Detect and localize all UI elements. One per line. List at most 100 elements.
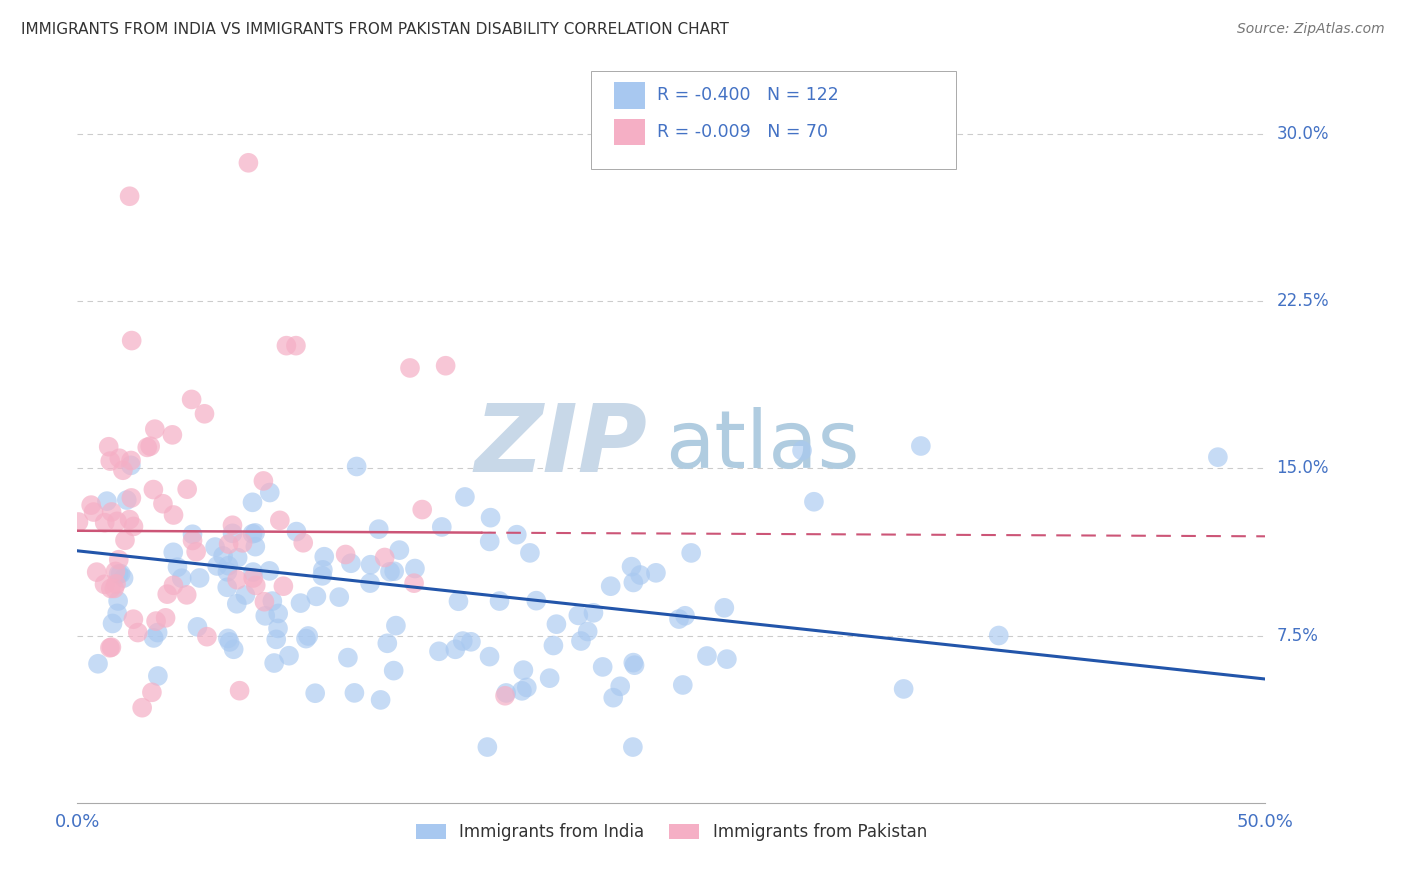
Point bbox=[121, 334, 143, 348]
Point bbox=[479, 510, 502, 524]
Point bbox=[141, 685, 163, 699]
Point bbox=[628, 568, 651, 582]
Point bbox=[519, 546, 541, 560]
Text: 15.0%: 15.0% bbox=[1277, 459, 1329, 477]
Point bbox=[181, 527, 204, 541]
Point bbox=[242, 526, 264, 541]
Point bbox=[602, 690, 624, 705]
Point bbox=[388, 543, 411, 558]
Point bbox=[146, 669, 169, 683]
Point bbox=[343, 686, 366, 700]
Point bbox=[222, 642, 245, 657]
Point bbox=[87, 657, 110, 671]
Point bbox=[97, 440, 120, 454]
Point bbox=[186, 620, 208, 634]
Point bbox=[152, 497, 174, 511]
Point bbox=[107, 552, 129, 566]
Point bbox=[621, 740, 644, 755]
Point bbox=[512, 663, 534, 677]
Point bbox=[136, 441, 159, 455]
Point bbox=[609, 679, 631, 693]
Point bbox=[80, 498, 103, 512]
Point bbox=[162, 508, 184, 522]
Point bbox=[96, 494, 118, 508]
Point bbox=[454, 490, 477, 504]
Text: ZIP: ZIP bbox=[475, 400, 648, 492]
Point bbox=[155, 611, 177, 625]
Point bbox=[112, 571, 135, 585]
Point bbox=[107, 566, 129, 581]
Point bbox=[143, 422, 166, 436]
Point bbox=[118, 512, 141, 526]
Point bbox=[285, 524, 308, 539]
Point bbox=[269, 513, 291, 527]
Point bbox=[374, 550, 396, 565]
Point bbox=[263, 656, 285, 670]
Point bbox=[142, 483, 165, 497]
Point bbox=[238, 155, 260, 169]
Point bbox=[295, 632, 318, 646]
Point bbox=[100, 505, 122, 519]
Point bbox=[232, 536, 254, 550]
Text: Source: ZipAtlas.com: Source: ZipAtlas.com bbox=[1237, 22, 1385, 37]
Point bbox=[411, 502, 433, 516]
Point bbox=[478, 534, 501, 549]
Point bbox=[516, 681, 538, 695]
Point bbox=[378, 565, 401, 579]
Point bbox=[311, 569, 333, 583]
Point bbox=[225, 597, 247, 611]
Point bbox=[139, 439, 162, 453]
Point bbox=[67, 515, 90, 529]
Point bbox=[495, 686, 517, 700]
Point bbox=[297, 629, 319, 643]
Point bbox=[359, 576, 381, 591]
Point bbox=[242, 495, 264, 509]
Point bbox=[188, 571, 211, 585]
Point bbox=[104, 565, 127, 579]
Point bbox=[335, 548, 357, 562]
Text: atlas: atlas bbox=[665, 407, 860, 485]
Point bbox=[524, 593, 547, 607]
Point bbox=[212, 549, 235, 563]
Point bbox=[620, 559, 643, 574]
Point bbox=[506, 527, 529, 541]
Point bbox=[430, 520, 453, 534]
Point bbox=[93, 516, 115, 530]
Point bbox=[621, 575, 644, 590]
Point bbox=[672, 678, 695, 692]
Point bbox=[264, 632, 287, 647]
Point bbox=[242, 565, 264, 579]
Point bbox=[131, 700, 153, 714]
Point bbox=[110, 566, 132, 581]
Text: IMMIGRANTS FROM INDIA VS IMMIGRANTS FROM PAKISTAN DISABILITY CORRELATION CHART: IMMIGRANTS FROM INDIA VS IMMIGRANTS FROM… bbox=[21, 22, 728, 37]
Point bbox=[314, 549, 336, 564]
Point bbox=[120, 491, 142, 505]
Point bbox=[118, 189, 141, 203]
Point bbox=[122, 519, 145, 533]
Point bbox=[576, 624, 599, 639]
Point bbox=[1206, 450, 1229, 464]
Point bbox=[205, 559, 228, 574]
Point bbox=[451, 634, 474, 648]
Point bbox=[122, 612, 145, 626]
Point bbox=[673, 608, 696, 623]
Point bbox=[284, 338, 307, 352]
Point bbox=[105, 607, 128, 621]
Point bbox=[375, 636, 398, 650]
Point bbox=[569, 634, 592, 648]
Point bbox=[176, 482, 198, 496]
Point bbox=[385, 618, 408, 632]
Point bbox=[336, 650, 359, 665]
Point bbox=[245, 540, 267, 554]
Point bbox=[623, 658, 645, 673]
Point bbox=[253, 595, 276, 609]
Point bbox=[176, 588, 198, 602]
Point bbox=[567, 608, 589, 623]
Point bbox=[115, 493, 138, 508]
Point bbox=[278, 648, 301, 663]
Point bbox=[340, 556, 363, 570]
Point bbox=[273, 579, 295, 593]
Point bbox=[105, 577, 128, 591]
Point bbox=[668, 612, 690, 626]
Point bbox=[360, 558, 382, 572]
